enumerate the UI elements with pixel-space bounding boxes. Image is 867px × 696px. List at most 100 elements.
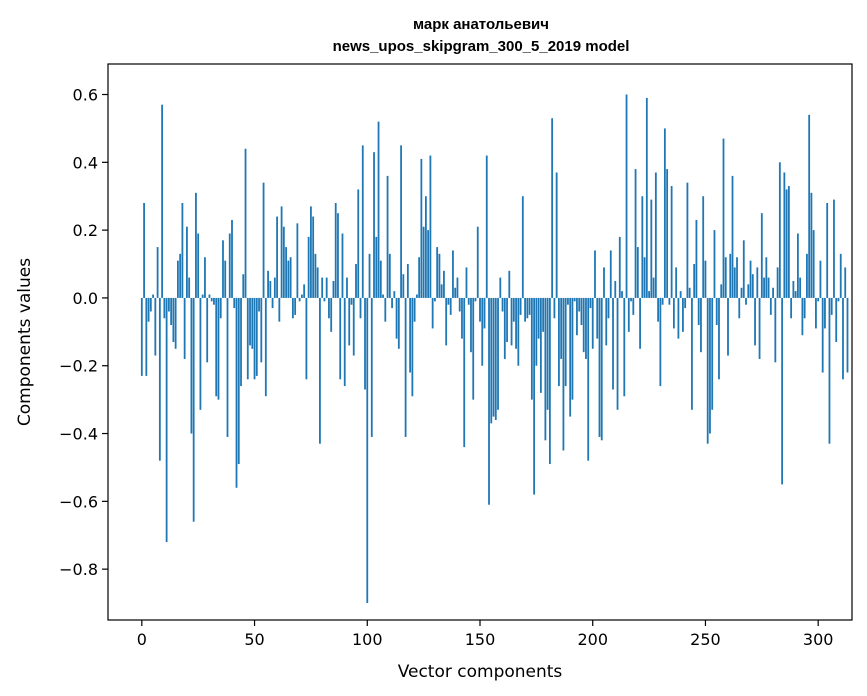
- bar-185: [558, 297, 560, 387]
- bar-57: [269, 280, 272, 298]
- bar-194: [578, 297, 581, 312]
- bar-302: [821, 297, 824, 373]
- bar-269: [747, 284, 750, 298]
- bar-76: [312, 216, 315, 298]
- bar-68: [294, 297, 297, 315]
- x-tick-label: 50: [244, 630, 264, 649]
- bar-110: [388, 253, 391, 298]
- bar-35: [219, 297, 222, 319]
- bar-227: [652, 277, 655, 298]
- bar-169: [521, 196, 524, 298]
- bar-26: [199, 297, 202, 410]
- bar-143: [463, 297, 466, 448]
- bar-82: [325, 277, 328, 298]
- bar-247: [697, 297, 700, 326]
- x-tick-label: 100: [352, 630, 383, 649]
- bar-168: [519, 297, 522, 315]
- bar-162: [506, 297, 508, 342]
- bar-52: [258, 297, 260, 312]
- bar-283: [778, 162, 781, 298]
- bar-186: [560, 297, 563, 359]
- bar-1: [143, 203, 145, 298]
- bar-81: [323, 297, 326, 302]
- bar-173: [530, 297, 533, 400]
- bar-9: [161, 104, 164, 298]
- bar-256: [718, 297, 720, 380]
- bar-85: [332, 280, 335, 298]
- chart-title-line-1: марк анатольевич: [413, 16, 549, 33]
- bar-125: [422, 226, 425, 298]
- bar-34: [217, 297, 220, 400]
- bar-164: [510, 297, 513, 346]
- bar-273: [756, 267, 759, 298]
- bar-200: [591, 297, 594, 349]
- bar-201: [594, 250, 596, 298]
- bar-231: [661, 297, 664, 305]
- bar-284: [781, 297, 784, 485]
- bar-175: [535, 297, 538, 366]
- bar-20: [186, 226, 188, 298]
- bar-91: [346, 277, 348, 298]
- bar-157: [494, 297, 497, 420]
- bar-180: [546, 297, 549, 410]
- bar-295: [806, 253, 808, 298]
- bar-308: [835, 297, 838, 342]
- bar-36: [222, 240, 224, 298]
- bar-118: [406, 264, 409, 298]
- bar-105: [377, 121, 380, 298]
- y-tick-label: −0.8: [59, 560, 98, 579]
- bar-59: [273, 277, 276, 298]
- bar-309: [837, 297, 840, 302]
- bar-188: [564, 297, 567, 387]
- bar-226: [650, 199, 653, 298]
- bar-32: [213, 297, 215, 305]
- x-axis-ticks: 0 50 100 150 200 250 300: [137, 620, 833, 649]
- bar-123: [418, 257, 421, 298]
- bar-64: [285, 247, 288, 298]
- bar-246: [695, 219, 698, 298]
- bar-294: [803, 297, 806, 319]
- bar-229: [657, 297, 660, 322]
- bar-287: [787, 186, 790, 298]
- bar-23: [192, 297, 195, 522]
- bar-205: [603, 267, 605, 298]
- bar-121: [413, 297, 416, 322]
- bar-265: [738, 297, 741, 319]
- bar-93: [350, 297, 353, 305]
- bar-30: [208, 294, 211, 298]
- bar-58: [271, 297, 274, 309]
- bar-238: [677, 297, 680, 339]
- bar-151: [481, 297, 484, 366]
- bar-127: [427, 230, 430, 298]
- bar-221: [639, 297, 641, 349]
- bar-239: [679, 291, 682, 298]
- bar-14: [172, 297, 175, 342]
- bar-148: [474, 297, 477, 302]
- bar-171: [526, 297, 529, 319]
- bar-305: [828, 297, 831, 444]
- bar-22: [190, 297, 193, 434]
- bar-177: [539, 297, 542, 393]
- bar-215: [625, 94, 628, 298]
- bar-260: [727, 297, 729, 356]
- bar-299: [815, 297, 817, 329]
- bar-242: [686, 182, 689, 298]
- bar-301: [819, 260, 822, 298]
- bar-224: [645, 97, 648, 298]
- bar-293: [801, 297, 804, 336]
- bar-13: [170, 297, 173, 326]
- bar-73: [305, 297, 308, 380]
- bar-115: [400, 145, 402, 298]
- bar-92: [348, 297, 351, 346]
- y-tick-label: −0.2: [59, 357, 98, 376]
- bar-198: [587, 297, 590, 461]
- bar-3: [147, 297, 150, 322]
- bar-152: [483, 297, 486, 329]
- bar-267: [742, 240, 745, 298]
- bar-297: [810, 192, 813, 298]
- bar-249: [702, 196, 705, 298]
- bar-150: [479, 297, 481, 322]
- bar-285: [783, 172, 786, 298]
- bar-44: [240, 297, 242, 387]
